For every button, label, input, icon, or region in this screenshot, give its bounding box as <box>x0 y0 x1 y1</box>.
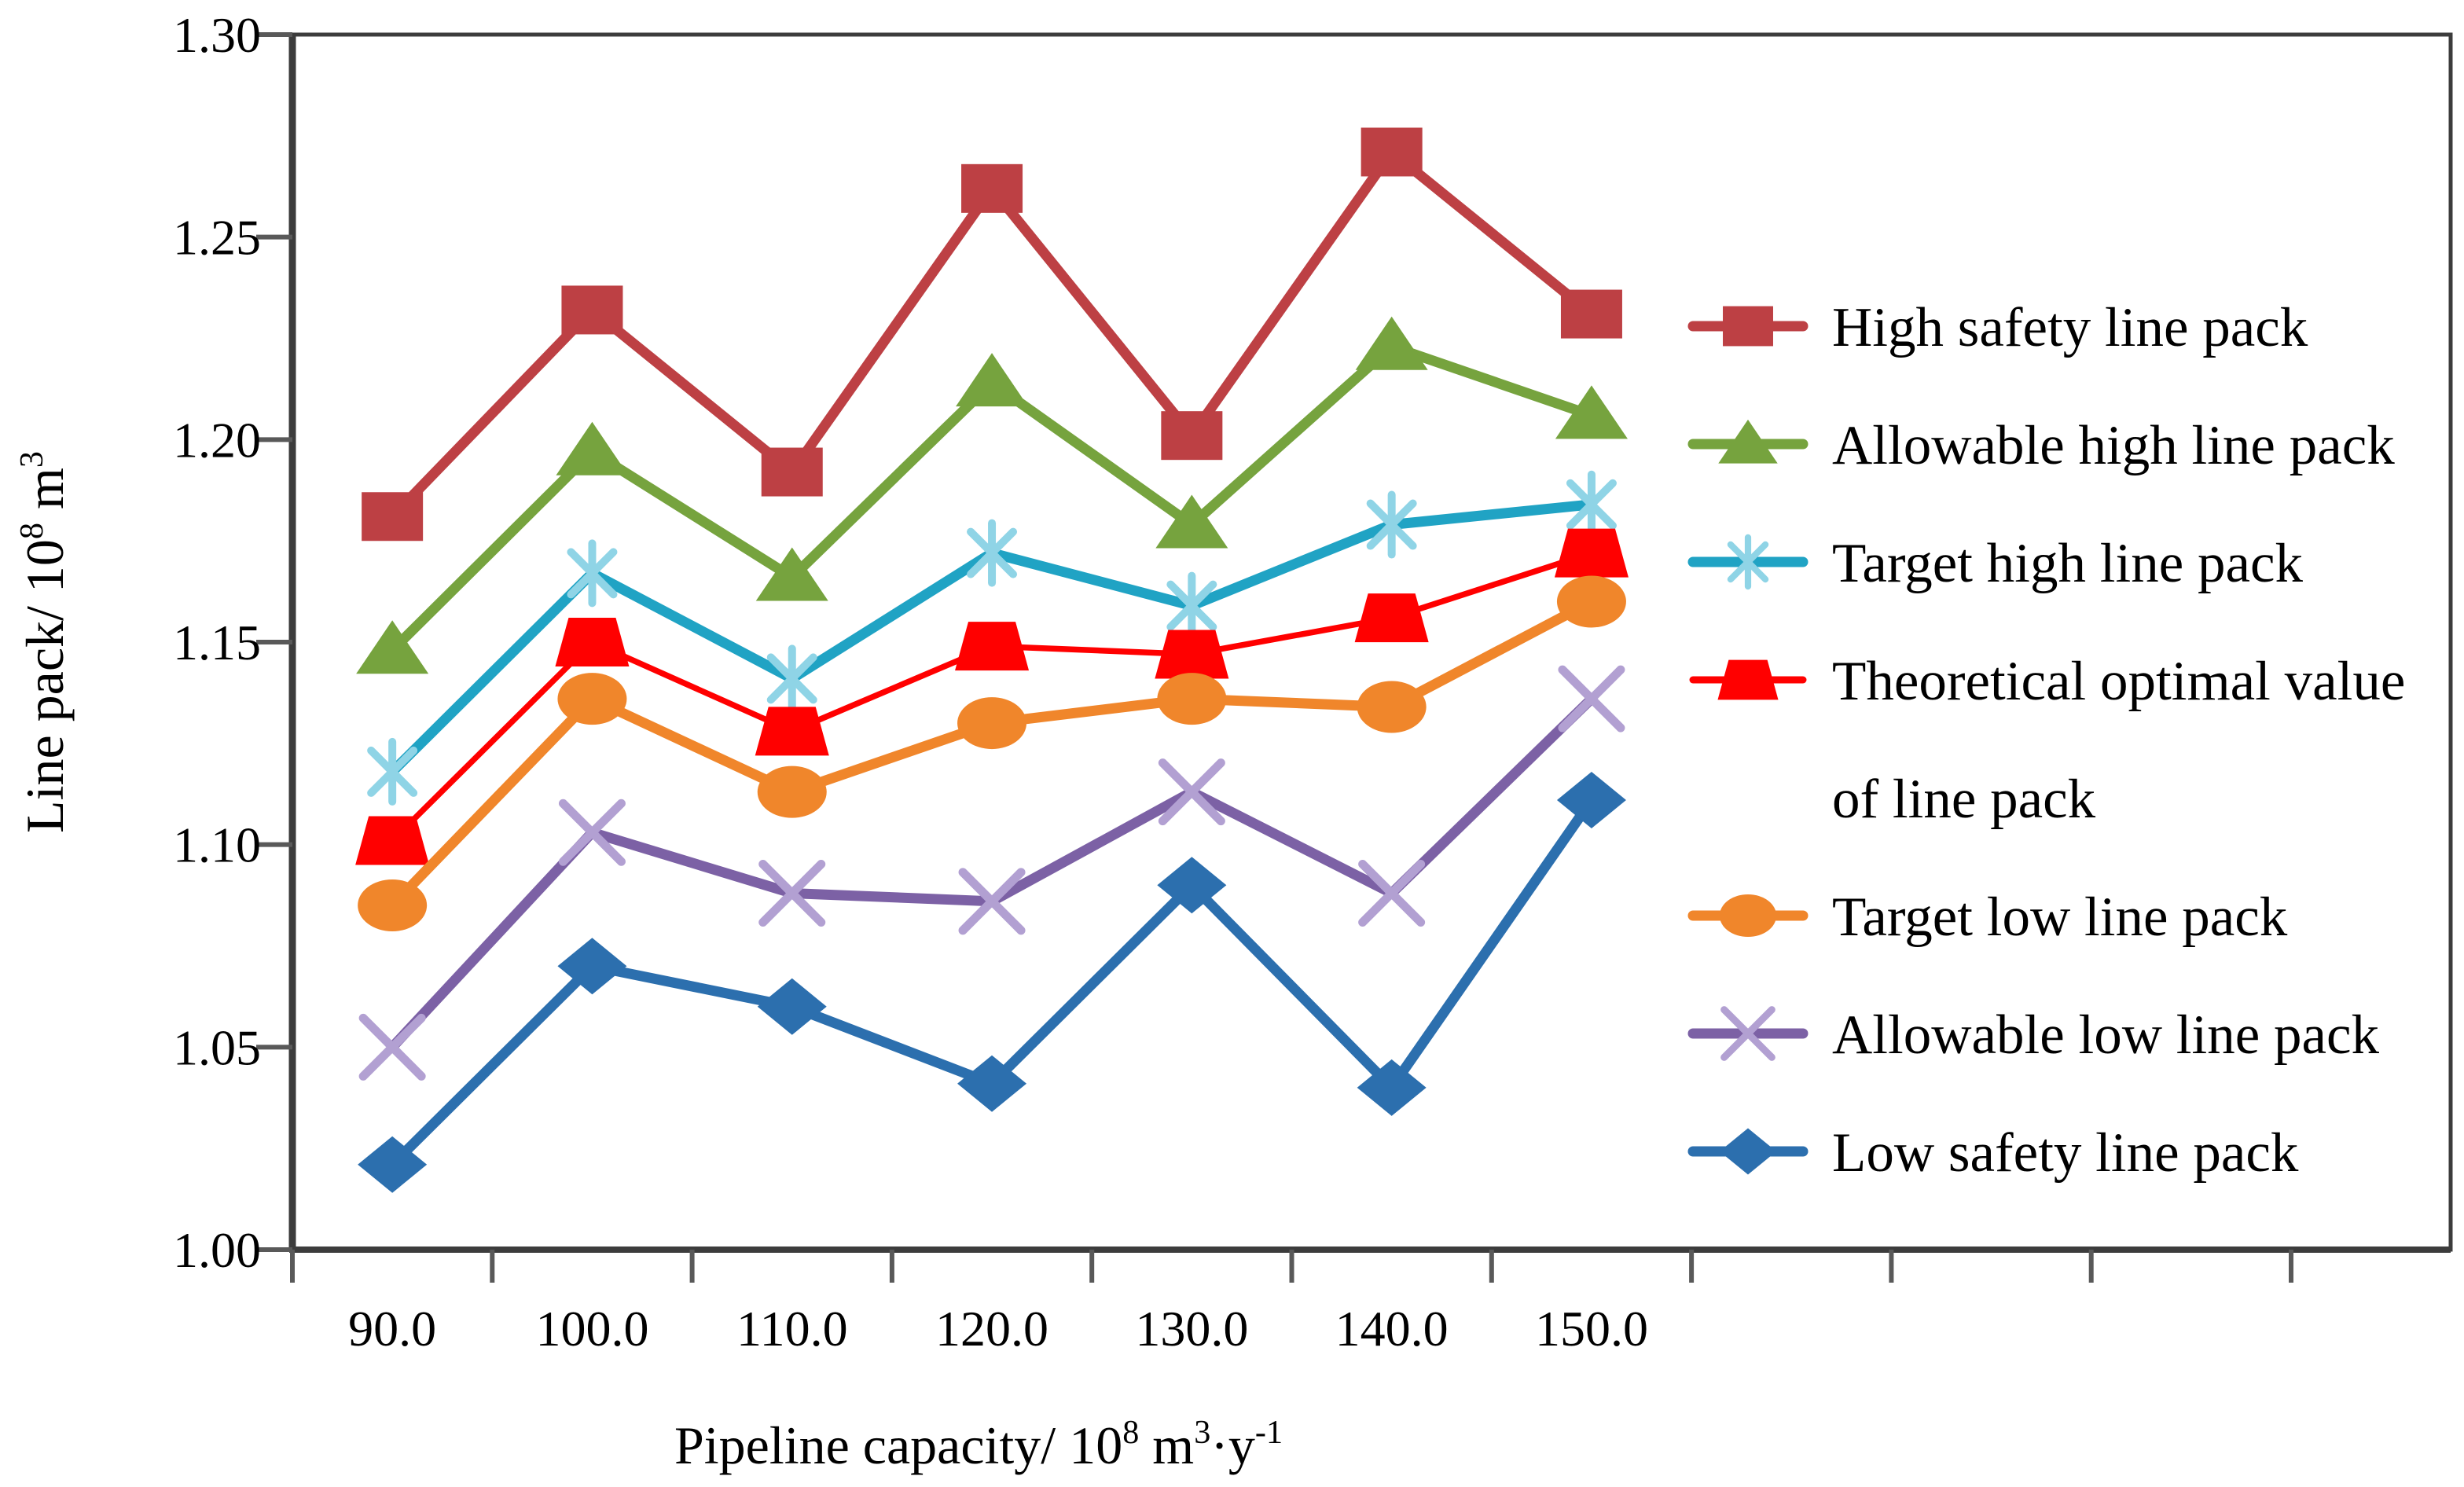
marker-square <box>1723 306 1773 347</box>
marker-diamond <box>957 1055 1027 1112</box>
marker-square <box>1361 127 1423 177</box>
marker-trapezoid <box>355 816 430 865</box>
marker-asterisk <box>367 737 418 806</box>
y-tick-label: 1.05 <box>173 1019 261 1075</box>
marker-trapezoid <box>1155 630 1229 679</box>
marker-trapezoid <box>955 622 1030 671</box>
marker-diamond <box>1357 1059 1427 1116</box>
marker-circle <box>1719 894 1777 938</box>
legend-label: Target high line pack <box>1832 533 2303 594</box>
marker-diamond <box>1157 857 1227 914</box>
marker-trapezoid <box>1554 528 1629 578</box>
marker-triangle <box>1718 419 1778 464</box>
x-tick-label: 130.0 <box>1135 1301 1248 1357</box>
legend: High safety line pack Allowable high line… <box>1687 297 2405 1184</box>
marker-asterisk <box>766 644 817 713</box>
series-2 <box>356 316 1628 674</box>
marker-asterisk <box>1727 534 1769 590</box>
legend-item-5: Target low line pack <box>1687 887 2288 948</box>
y-tick-label: 1.20 <box>173 412 261 468</box>
marker-triangle <box>356 620 429 674</box>
marker-diamond <box>1556 771 1626 828</box>
y-tick-label: 1.15 <box>173 615 261 670</box>
series-1 <box>362 127 1622 542</box>
marker-square <box>761 447 823 497</box>
marker-triangle <box>1155 494 1228 549</box>
series-4 <box>355 528 1629 865</box>
marker-asterisk <box>1366 490 1417 559</box>
marker-diamond <box>557 938 627 995</box>
marker-circle <box>1357 681 1427 733</box>
marker-triangle <box>1555 385 1628 439</box>
legend-label: of line pack <box>1832 769 2096 830</box>
marker-square <box>961 163 1023 213</box>
marker-diamond <box>757 978 827 1035</box>
series-7 <box>358 771 1626 1193</box>
marker-circle <box>957 697 1027 750</box>
marker-circle <box>757 766 827 818</box>
marker-x <box>358 1013 426 1081</box>
marker-triangle <box>755 547 828 601</box>
marker-triangle <box>1355 316 1428 370</box>
y-tick-label: 1.00 <box>173 1222 261 1278</box>
marker-circle <box>557 673 627 725</box>
marker-x <box>1158 758 1225 826</box>
x-tick-label: 150.0 <box>1535 1301 1648 1357</box>
legend-item-7: Low safety line pack <box>1687 1122 2299 1184</box>
marker-x <box>758 860 826 927</box>
marker-triangle <box>956 353 1029 407</box>
marker-asterisk <box>967 519 1018 587</box>
marker-asterisk <box>1166 571 1217 640</box>
marker-trapezoid <box>755 707 829 756</box>
legend-label: Allowable low line pack <box>1832 1004 2379 1066</box>
legend-label: Allowable high line pack <box>1832 415 2395 476</box>
marker-circle <box>1157 673 1227 725</box>
series-6 <box>358 665 1625 1081</box>
legend-label: Theoretical optimal value <box>1832 651 2405 712</box>
marker-trapezoid <box>555 618 630 666</box>
y-tick-label: 1.30 <box>173 7 261 63</box>
marker-x <box>1720 1006 1775 1061</box>
legend-label: Target low line pack <box>1832 887 2288 948</box>
legend-item-1: High safety line pack <box>1687 297 2308 358</box>
legend-label: High safety line pack <box>1832 297 2308 358</box>
marker-square <box>1161 411 1223 461</box>
series-5 <box>358 575 1626 931</box>
legend-label: Low safety line pack <box>1832 1122 2299 1184</box>
legend-item-4: Theoretical optimal value of line pack <box>1689 651 2405 830</box>
marker-x <box>1358 860 1426 927</box>
marker-x <box>1558 665 1625 732</box>
y-axis-title: Line pack/ 108 m3 <box>13 451 75 833</box>
x-tick-label: 140.0 <box>1335 1301 1449 1357</box>
marker-square <box>362 492 424 542</box>
legend-item-6: Allowable low line pack <box>1687 1004 2379 1066</box>
marker-diamond <box>358 1136 428 1193</box>
marker-diamond <box>1719 1128 1777 1175</box>
marker-x <box>958 868 1026 935</box>
marker-circle <box>358 879 428 931</box>
x-tick-label: 100.0 <box>535 1301 648 1357</box>
marker-x <box>558 799 626 866</box>
marker-triangle <box>556 421 629 475</box>
marker-circle <box>1556 575 1626 628</box>
marker-square <box>1560 289 1622 339</box>
x-tick-label: 110.0 <box>736 1301 848 1357</box>
x-tick-label: 90.0 <box>348 1301 436 1357</box>
marker-trapezoid <box>1354 593 1429 643</box>
x-axis-title: Pipeline capacity/ 108 m3·y-1 <box>674 1414 1283 1475</box>
legend-item-2: Allowable high line pack <box>1687 415 2395 476</box>
marker-asterisk <box>1566 470 1617 538</box>
marker-trapezoid <box>1717 659 1779 700</box>
y-tick-label: 1.10 <box>173 817 261 873</box>
x-tick-label: 120.0 <box>935 1301 1048 1357</box>
legend-item-3: Target high line pack <box>1687 533 2303 594</box>
marker-asterisk <box>567 539 618 608</box>
y-tick-label: 1.25 <box>173 210 261 266</box>
marker-square <box>561 285 623 335</box>
series-3 <box>367 470 1617 806</box>
